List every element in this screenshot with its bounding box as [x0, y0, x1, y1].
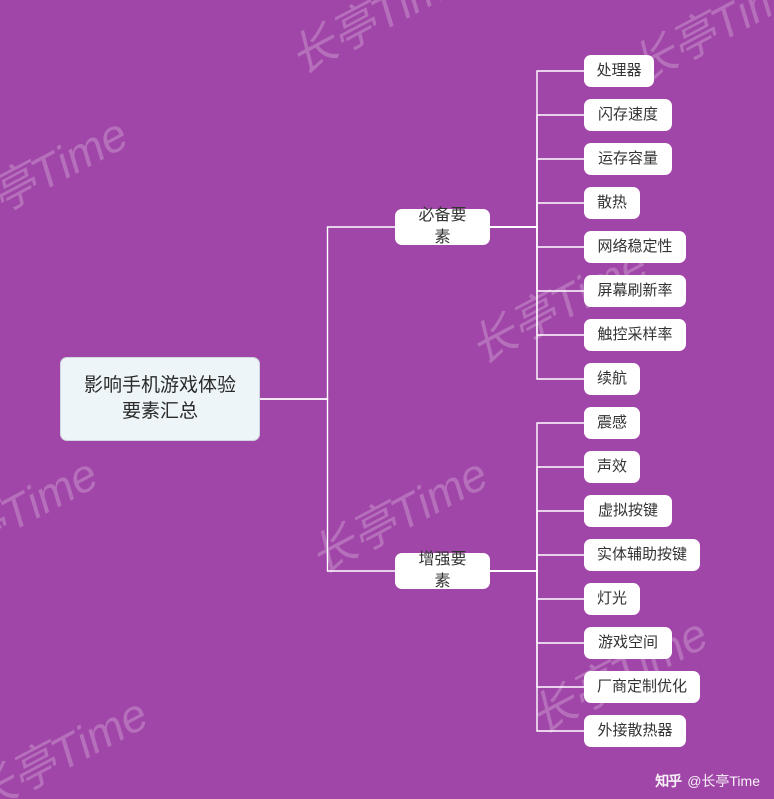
watermark-text: 长亭Time	[276, 0, 478, 88]
leaf-label: 实体辅助按键	[597, 545, 687, 565]
leaf-node: 声效	[584, 451, 640, 483]
leaf-node: 处理器	[584, 55, 654, 87]
leaf-node: 运存容量	[584, 143, 672, 175]
leaf-label: 游戏空间	[598, 633, 658, 653]
leaf-label: 震感	[597, 413, 627, 433]
leaf-label: 散热	[597, 193, 627, 213]
leaf-node: 外接散热器	[584, 715, 686, 747]
watermark-text: 长亭Time	[0, 98, 138, 247]
root-label: 影响手机游戏体验要素汇总	[84, 373, 236, 424]
author-handle: @长亭Time	[687, 771, 760, 791]
leaf-label: 虚拟按键	[598, 501, 658, 521]
leaf-node: 屏幕刷新率	[584, 275, 686, 307]
branch-node: 增强要素	[395, 553, 490, 589]
branch-label: 必备要素	[411, 205, 474, 248]
attribution: 知乎 @长亭Time	[655, 771, 760, 791]
leaf-label: 运存容量	[598, 149, 658, 169]
leaf-label: 屏幕刷新率	[597, 281, 672, 301]
leaf-label: 触控采样率	[597, 325, 672, 345]
leaf-label: 外接散热器	[597, 721, 672, 741]
leaf-node: 闪存速度	[584, 99, 672, 131]
leaf-node: 网络稳定性	[584, 231, 686, 263]
branch-node: 必备要素	[395, 209, 490, 245]
leaf-node: 散热	[584, 187, 640, 219]
leaf-node: 震感	[584, 407, 640, 439]
mindmap-canvas: 长亭Time长亭Time长亭Time长亭Time长亭Time长亭Time长亭Ti…	[0, 0, 774, 799]
leaf-node: 灯光	[584, 583, 640, 615]
leaf-label: 网络稳定性	[597, 237, 672, 257]
leaf-node: 虚拟按键	[584, 495, 672, 527]
leaf-node: 游戏空间	[584, 627, 672, 659]
leaf-label: 处理器	[596, 61, 641, 81]
leaf-label: 灯光	[597, 589, 627, 609]
branch-label: 增强要素	[411, 549, 474, 592]
leaf-node: 厂商定制优化	[584, 671, 700, 703]
leaf-label: 闪存速度	[598, 105, 658, 125]
root-node: 影响手机游戏体验要素汇总	[60, 357, 260, 441]
leaf-label: 声效	[597, 457, 627, 477]
platform-logo: 知乎	[655, 771, 681, 791]
leaf-label: 厂商定制优化	[597, 677, 687, 697]
watermark-text: 长亭Time	[0, 678, 158, 799]
leaf-label: 续航	[597, 369, 627, 389]
leaf-node: 实体辅助按键	[584, 539, 700, 571]
leaf-node: 触控采样率	[584, 319, 686, 351]
watermark-text: 长亭Time	[0, 438, 108, 587]
leaf-node: 续航	[584, 363, 640, 395]
